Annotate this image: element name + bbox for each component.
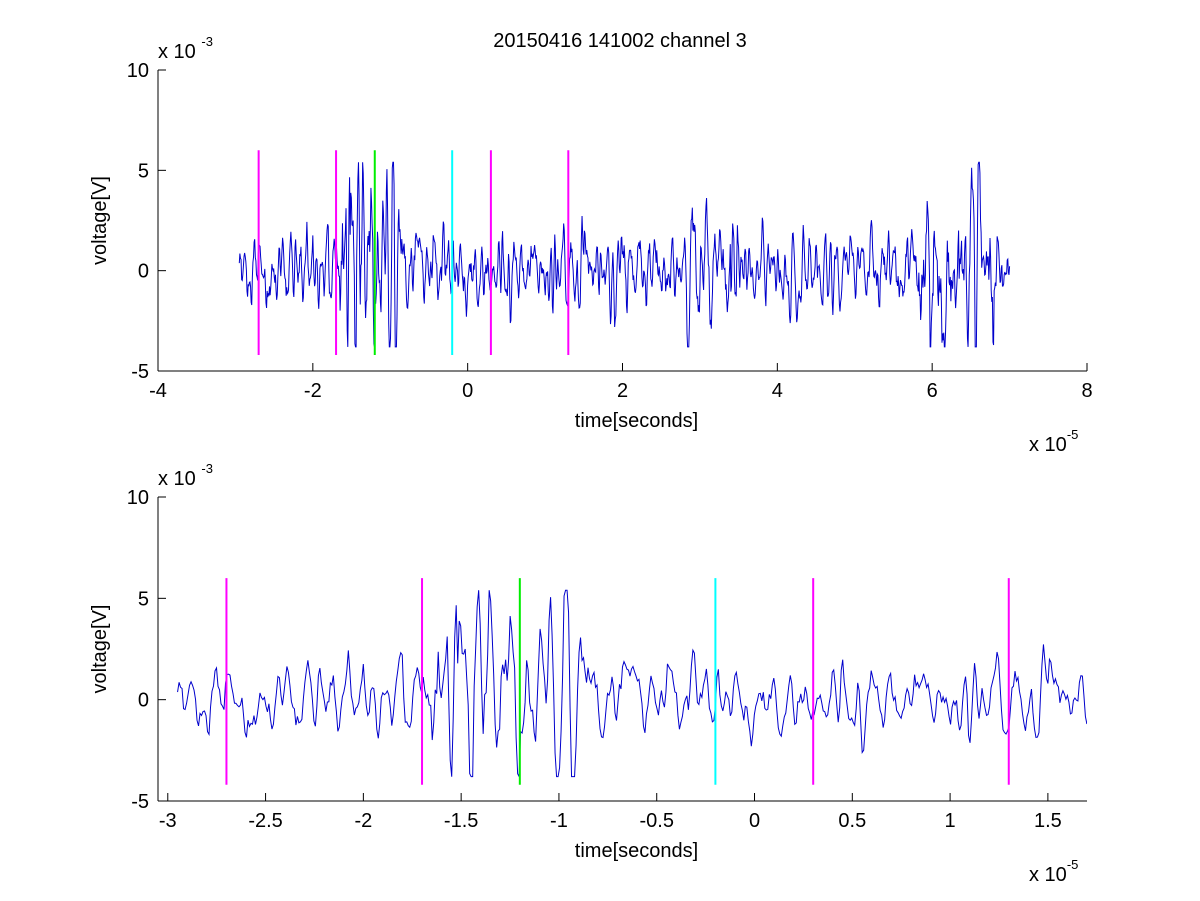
x-multiplier: x 10-5	[1029, 427, 1078, 456]
x-tick-label: -1	[550, 810, 568, 832]
x-multiplier-exponent: -5	[1067, 857, 1079, 872]
x-multiplier-exponent: -5	[1067, 427, 1079, 442]
x-tick-label: 0	[749, 810, 760, 832]
x-tick-label: -0.5	[639, 810, 673, 832]
y-multiplier-exponent: -3	[201, 34, 213, 49]
top-plot: -4 -2 0 2 4 6 8 -5 0 5 10 time[seconds] voltage[V] x …	[89, 34, 1093, 456]
y-tick-label: 5	[138, 588, 149, 610]
y-tick-label: 10	[127, 487, 149, 509]
y-axis-label: voltage[V]	[89, 605, 111, 694]
signal-trace	[238, 161, 1011, 348]
y-axis-label: voltage[V]	[89, 176, 111, 265]
y-multiplier: x 10 -3	[158, 461, 213, 490]
x-tick-label: -3	[159, 810, 177, 832]
x-tick-label: -2	[354, 810, 372, 832]
y-multiplier-exponent: -3	[201, 461, 213, 476]
figure-title: 20150416 141002 channel 3	[493, 30, 747, 52]
y-tick-label: -5	[131, 791, 149, 813]
x-tick-label: 1.5	[1034, 810, 1062, 832]
x-tick-label: -2.5	[248, 810, 282, 832]
bottom-plot: -3 -2.5 -2 -1.5 -1 -0.5 0 0.5 1 1.5 -5 0 5 10 time[sec…	[89, 461, 1087, 886]
y-tick-label: 10	[127, 60, 149, 82]
x-tick-label: 1	[945, 810, 956, 832]
y-tick-label: 0	[138, 690, 149, 712]
signal-trace	[177, 589, 1087, 778]
x-axis-label: time[seconds]	[575, 410, 698, 432]
x-multiplier: x 10-5	[1029, 857, 1078, 886]
y-tick-label: 0	[138, 261, 149, 283]
x-tick-label: 2	[617, 380, 628, 402]
x-tick-label: -4	[149, 380, 167, 402]
x-tick-label: 8	[1081, 380, 1092, 402]
y-multiplier: x 10 -3	[158, 34, 213, 63]
x-tick-label: -2	[304, 380, 322, 402]
x-tick-label: 6	[927, 380, 938, 402]
x-tick-label: 4	[772, 380, 783, 402]
x-axis-label: time[seconds]	[575, 840, 698, 862]
x-tick-label: 0.5	[838, 810, 866, 832]
y-tick-label: 5	[138, 160, 149, 182]
x-tick-label: -1.5	[444, 810, 478, 832]
x-tick-label: 0	[462, 380, 473, 402]
y-tick-label: -5	[131, 361, 149, 383]
